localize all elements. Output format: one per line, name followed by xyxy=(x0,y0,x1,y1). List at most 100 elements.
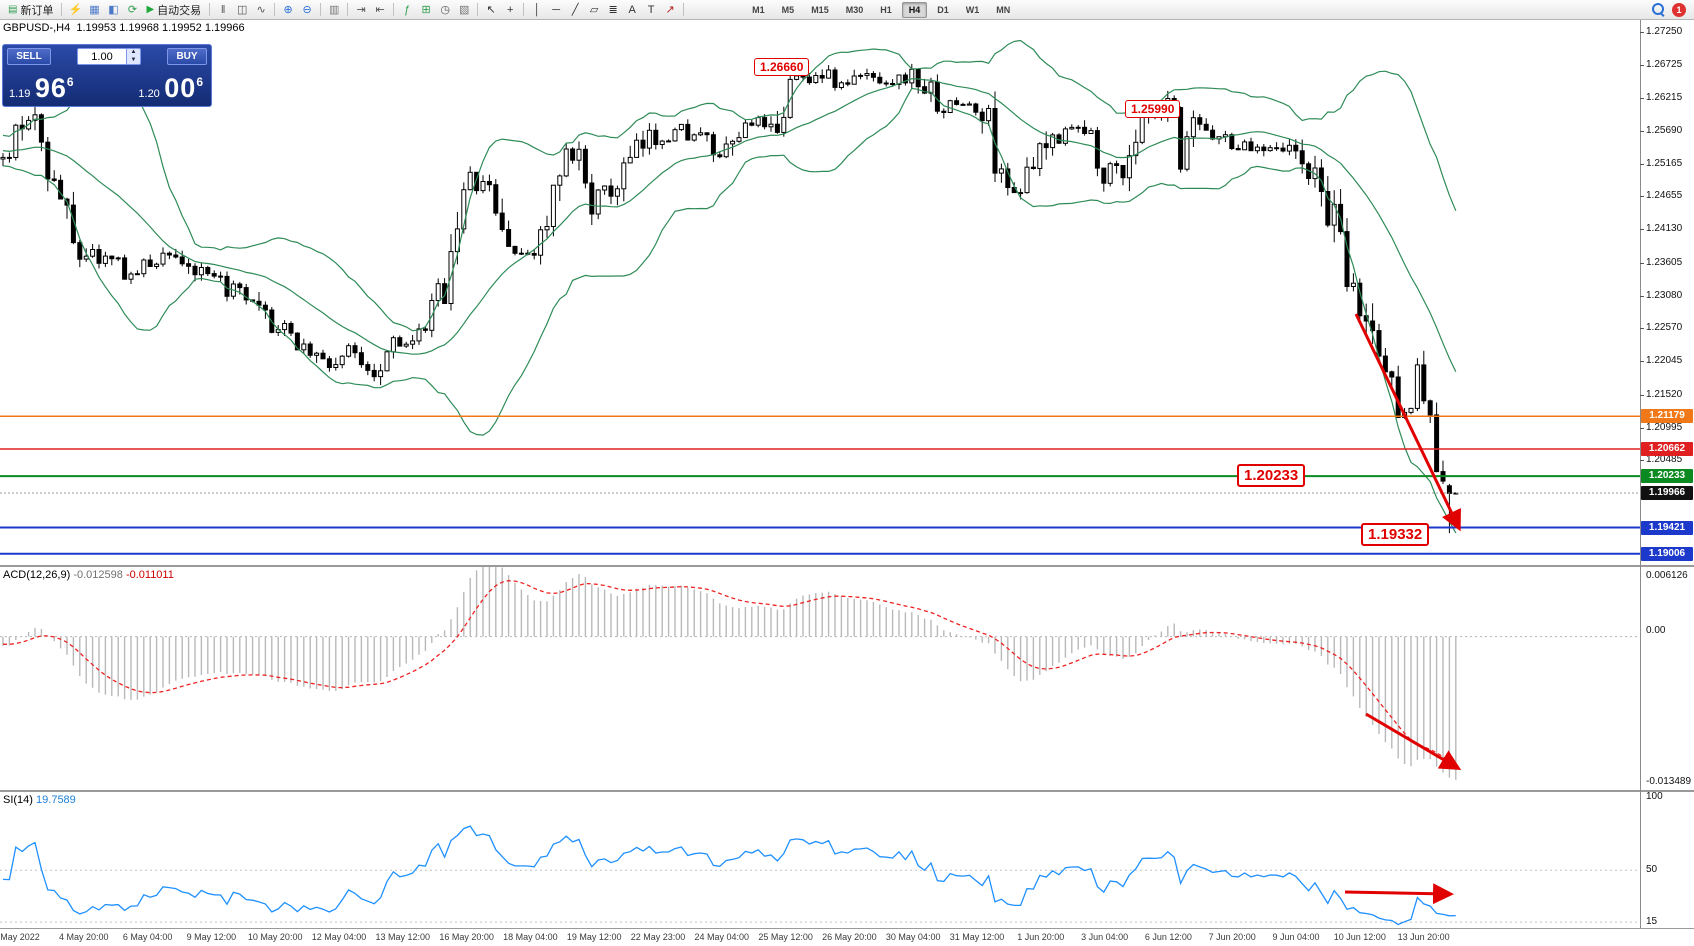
horizontal-line-icon[interactable]: ─ xyxy=(552,3,561,16)
indicators-icon[interactable]: ƒ xyxy=(404,3,411,16)
crosshair-icon[interactable]: + xyxy=(506,3,514,16)
time-axis-label: 13 Jun 20:00 xyxy=(1397,932,1450,942)
search-icon[interactable] xyxy=(1651,2,1666,17)
volume-input[interactable] xyxy=(77,48,127,65)
price-tick-mark xyxy=(1640,460,1644,462)
chart-header: GBPUSD-,H4 1.19953 1.19968 1.19952 1.199… xyxy=(3,22,245,34)
text-label-icon[interactable]: T xyxy=(647,3,655,16)
time-axis-label: 9 May 12:00 xyxy=(186,932,237,942)
bar-chart-icon[interactable]: ‖ xyxy=(220,3,226,16)
price-tick-mark xyxy=(1640,427,1644,429)
toolbar-separator xyxy=(523,3,525,16)
price-line-label-1.20233: 1.20233 xyxy=(1641,469,1693,484)
new-order-button[interactable]: ▤ 新订单 xyxy=(4,2,57,18)
pane-splitter[interactable] xyxy=(0,790,1694,792)
price-line-label-1.19966: 1.19966 xyxy=(1641,486,1693,501)
timeframe-button-m30[interactable]: M30 xyxy=(845,4,864,15)
line-chart-icon[interactable]: ∿ xyxy=(256,3,266,16)
macd-axis-label: 0.006126 xyxy=(1646,570,1688,581)
timeframe-button-m1[interactable]: M1 xyxy=(752,4,765,15)
autotrading-button[interactable]: ▶ 自动交易 xyxy=(142,2,205,18)
price-callout-1.19332[interactable]: 1.19332 xyxy=(1361,523,1430,546)
equidistant-channel-icon[interactable]: ▱ xyxy=(589,3,599,16)
timeframe-button-w1[interactable]: W1 xyxy=(965,4,980,15)
time-axis-label: 18 May 04:00 xyxy=(503,932,558,942)
sell-button[interactable]: SELL xyxy=(7,48,51,65)
macd-trend-arrow[interactable] xyxy=(1365,712,1462,771)
buy-price[interactable]: 1.20 006 xyxy=(138,73,203,103)
price-tick-mark xyxy=(1640,196,1644,198)
rsi-pane[interactable]: SI(14) 19.7589 100 50 15 xyxy=(0,792,1694,928)
timeframe-button-d1[interactable]: D1 xyxy=(937,4,949,15)
price-callout-1.20233[interactable]: 1.20233 xyxy=(1237,464,1306,487)
chart-window[interactable]: GBPUSD-,H4 1.19953 1.19968 1.19952 1.199… xyxy=(0,20,1694,946)
price-tick-mark xyxy=(1640,262,1644,264)
timeframe-button-m5[interactable]: M5 xyxy=(781,4,795,15)
templates-icon[interactable]: ▧ xyxy=(458,3,470,16)
bollinger-bands xyxy=(2,39,1457,534)
time-axis: May 2022 4 May 20:00 6 May 04:00 9 May 12:0… xyxy=(0,928,1694,946)
zoom-in-icon[interactable]: ⊕ xyxy=(283,3,293,16)
macd-main-value: -0.012598 xyxy=(73,569,123,581)
price-tick-label: 1.26215 xyxy=(1646,91,1683,103)
vertical-line-icon[interactable]: │ xyxy=(533,3,541,16)
autotrading-icon: ▶ xyxy=(146,4,155,15)
macd-label: ACD(12,26,9) xyxy=(3,569,71,581)
timeframe-button-m15[interactable]: M15 xyxy=(811,4,829,15)
add-indicator-icon[interactable]: ⊞ xyxy=(421,3,431,16)
arrow-objects-icon[interactable]: ↗ xyxy=(665,3,675,16)
time-axis-label: 24 May 04:00 xyxy=(694,932,750,942)
macd-signal-line xyxy=(2,580,1457,766)
buy-button[interactable]: BUY xyxy=(167,48,207,65)
rsi-trend-arrow[interactable] xyxy=(1344,883,1454,905)
periods-icon[interactable]: ◷ xyxy=(440,3,450,16)
sell-price[interactable]: 1.19 966 xyxy=(9,73,74,103)
macd-histogram xyxy=(2,567,1457,780)
auto-scroll-icon[interactable]: ⇥ xyxy=(356,3,366,16)
cursor-icon[interactable]: ↖ xyxy=(486,3,496,16)
candlestick-chart-icon[interactable]: ◫ xyxy=(236,3,248,16)
price-line-label-1.20662: 1.20662 xyxy=(1641,441,1693,456)
autotrading-button-label: 自动交易 xyxy=(157,4,202,17)
new-order-icon: ▤ xyxy=(8,4,18,15)
tile-windows-icon[interactable]: ▥ xyxy=(328,3,340,16)
price-callout-1.25990[interactable]: 1.25990 xyxy=(1125,100,1181,118)
zoom-out-icon[interactable]: ⊖ xyxy=(302,3,312,16)
text-icon[interactable]: A xyxy=(628,3,636,16)
price-chart-pane[interactable]: GBPUSD-,H4 1.19953 1.19968 1.19952 1.199… xyxy=(0,20,1694,565)
notification-badge[interactable]: 1 xyxy=(1672,2,1686,17)
trendline-icon[interactable]: ╱ xyxy=(571,3,579,16)
price-tick-label: 1.26725 xyxy=(1646,59,1683,71)
chart-shift-icon[interactable]: ⇤ xyxy=(375,3,385,16)
trend-arrow-down[interactable] xyxy=(1354,313,1461,532)
price-tick-label: 1.20485 xyxy=(1646,454,1683,466)
timeframe-button-mn[interactable]: MN xyxy=(996,4,1011,15)
toolbar-separator xyxy=(61,3,63,16)
time-axis-label: 31 May 12:00 xyxy=(949,932,1005,942)
timeframe-button-h1[interactable]: H1 xyxy=(880,4,892,15)
macd-pane[interactable]: ACD(12,26,9) -0.012598 -0.011011 0.00612… xyxy=(0,567,1694,790)
timeframe-button-h4[interactable]: H4 xyxy=(901,1,928,18)
price-callout-1.26660[interactable]: 1.26660 xyxy=(754,58,810,76)
market-watch-icon[interactable]: ◧ xyxy=(108,3,119,16)
price-tick-label: 1.23080 xyxy=(1646,289,1683,301)
time-axis-label: 10 Jun 12:00 xyxy=(1333,932,1386,942)
ohlc-values: 1.19953 1.19968 1.19952 1.19966 xyxy=(76,22,245,34)
macd-signal-value: -0.011011 xyxy=(125,569,174,581)
time-axis-label: 10 May 20:00 xyxy=(247,932,303,942)
rsi-header: SI(14) 19.7589 xyxy=(3,794,76,806)
refresh-icon[interactable]: ⟳ xyxy=(127,3,138,16)
pane-splitter[interactable] xyxy=(0,565,1694,567)
rsi-line xyxy=(2,825,1456,926)
experts-icon[interactable]: ⚡ xyxy=(68,3,83,16)
toolbar-separator xyxy=(274,3,276,16)
macd-axis-label: -0.013489 xyxy=(1646,776,1692,787)
price-tick-mark xyxy=(1640,394,1644,396)
volume-down-button[interactable]: ▼ xyxy=(130,56,137,63)
fibonacci-icon[interactable]: ≣ xyxy=(608,3,618,16)
time-axis-label: 6 May 04:00 xyxy=(122,932,173,942)
new-chart-icon[interactable]: ▦ xyxy=(89,3,100,16)
macd-axis-label: 0.00 xyxy=(1646,624,1666,636)
volume-up-button[interactable]: ▲ xyxy=(130,49,137,55)
price-tick-mark xyxy=(1640,295,1644,297)
